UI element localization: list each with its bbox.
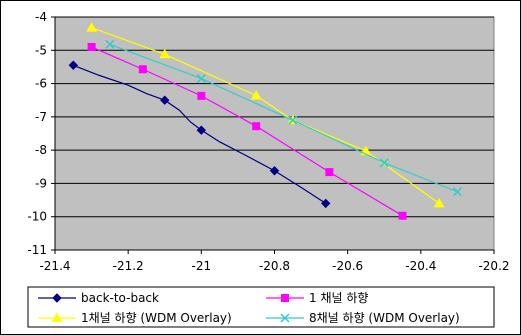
data-point xyxy=(433,197,445,208)
data-point-stroke xyxy=(452,187,462,197)
data-point xyxy=(159,48,171,59)
data-point xyxy=(52,293,62,303)
data-point xyxy=(68,60,78,70)
data-point xyxy=(138,65,147,74)
data-point-stroke xyxy=(288,115,298,125)
data-point-stroke xyxy=(280,313,290,323)
data-point xyxy=(196,74,206,84)
data-point xyxy=(197,91,206,100)
x-tick-label: -21.2 xyxy=(113,259,144,273)
legend-box xyxy=(27,286,495,328)
data-point-stroke xyxy=(379,158,389,168)
series-1 xyxy=(68,60,331,209)
x-tick-label: -20.2 xyxy=(478,259,509,273)
y-tick-label: -9 xyxy=(35,176,47,190)
axes xyxy=(51,16,495,254)
data-point xyxy=(51,312,63,322)
y-tick-label: -10 xyxy=(27,210,47,224)
data-point xyxy=(452,187,462,197)
data-point xyxy=(398,211,407,220)
data-point xyxy=(281,294,289,302)
x-tick-label: -20.8 xyxy=(259,259,290,273)
legend-item: 1 채널 하향 xyxy=(266,291,368,305)
data-point xyxy=(269,166,280,176)
legend-label: 1채널 하향 (WDM Overlay) xyxy=(81,311,232,325)
series-layer xyxy=(68,22,462,220)
data-point xyxy=(105,39,115,49)
y-tick-label: -7 xyxy=(35,110,47,124)
y-tick-labels: -4 -5 -6 -7 -8 -9 -10 -11 xyxy=(27,10,47,257)
data-point xyxy=(280,313,290,323)
data-point xyxy=(160,95,170,105)
gridlines xyxy=(55,16,494,251)
legend-label: 1 채널 하향 xyxy=(309,291,368,305)
legend-label: 8채널 하향 (WDM Overlay) xyxy=(309,311,460,325)
data-point xyxy=(325,168,334,177)
legend: back-to-back 1 채널 하향 1채널 하향 (WDM Overlay) 8… xyxy=(27,286,495,328)
y-tick-label: -8 xyxy=(35,143,47,157)
data-point xyxy=(379,158,389,168)
y-tick-label: -5 xyxy=(35,43,47,57)
data-point-stroke xyxy=(105,39,115,49)
plot-area xyxy=(54,16,495,251)
x-tick-label: -21.4 xyxy=(39,259,70,273)
data-point xyxy=(250,90,262,100)
data-point xyxy=(86,22,97,32)
legend-item: 8채널 하향 (WDM Overlay) xyxy=(266,311,460,325)
data-point xyxy=(252,122,261,131)
legend-item: 1채널 하향 (WDM Overlay) xyxy=(38,311,232,325)
data-point xyxy=(196,125,207,135)
series-2 xyxy=(87,42,407,220)
data-point xyxy=(288,115,298,125)
series-line xyxy=(91,46,403,217)
y-tick-label: -4 xyxy=(35,10,47,24)
data-point xyxy=(87,42,96,51)
legend-item: back-to-back xyxy=(38,291,159,305)
data-point-stroke xyxy=(196,74,206,84)
y-tick-label: -11 xyxy=(27,243,47,257)
data-point xyxy=(321,198,331,209)
legend-label: back-to-back xyxy=(81,291,159,305)
x-tick-labels: -21.4 -21.2 -21 -20.8 -20.6 -20.4 -20.2 xyxy=(39,259,509,273)
x-tick-label: -21 xyxy=(192,259,212,273)
series-4 xyxy=(105,39,462,197)
x-tick-label: -20.6 xyxy=(332,259,363,273)
x-tick-label: -20.4 xyxy=(405,259,436,273)
y-tick-label: -6 xyxy=(35,77,47,91)
